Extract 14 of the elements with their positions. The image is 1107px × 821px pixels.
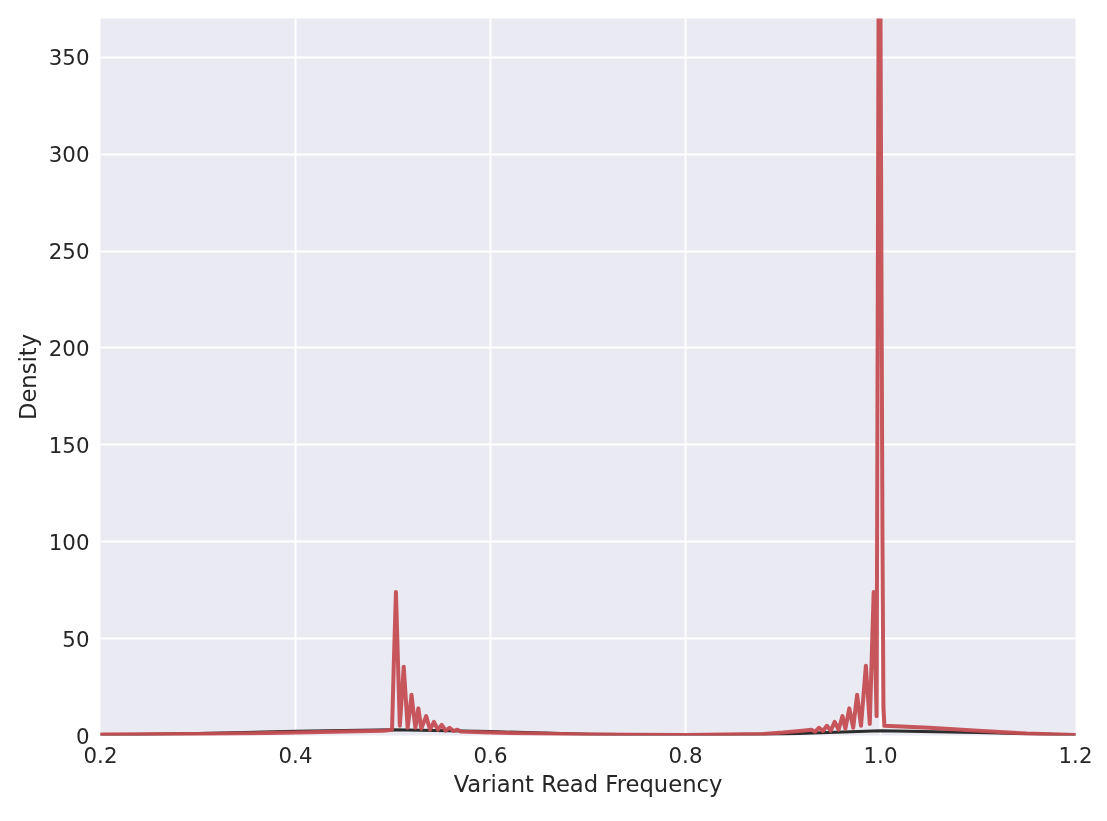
y-tick-label: 350 (48, 45, 90, 71)
y-tick-label: 50 (62, 626, 90, 652)
x-tick-label: 0.4 (278, 742, 313, 768)
y-tick-label: 250 (48, 239, 90, 265)
y-tick-label: 200 (48, 335, 90, 361)
y-tick-label: 300 (48, 142, 90, 168)
x-tick-label: 1.2 (1058, 742, 1093, 768)
x-axis-title: Variant Read Frequency (453, 770, 723, 797)
y-tick-label: 150 (48, 432, 90, 458)
x-tick-label: 0.6 (473, 742, 508, 768)
y-axis-title: Density (14, 333, 41, 421)
x-tick-label: 0.8 (668, 742, 703, 768)
x-tick-label: 1.0 (863, 742, 898, 768)
y-tick-label: 100 (48, 529, 90, 555)
